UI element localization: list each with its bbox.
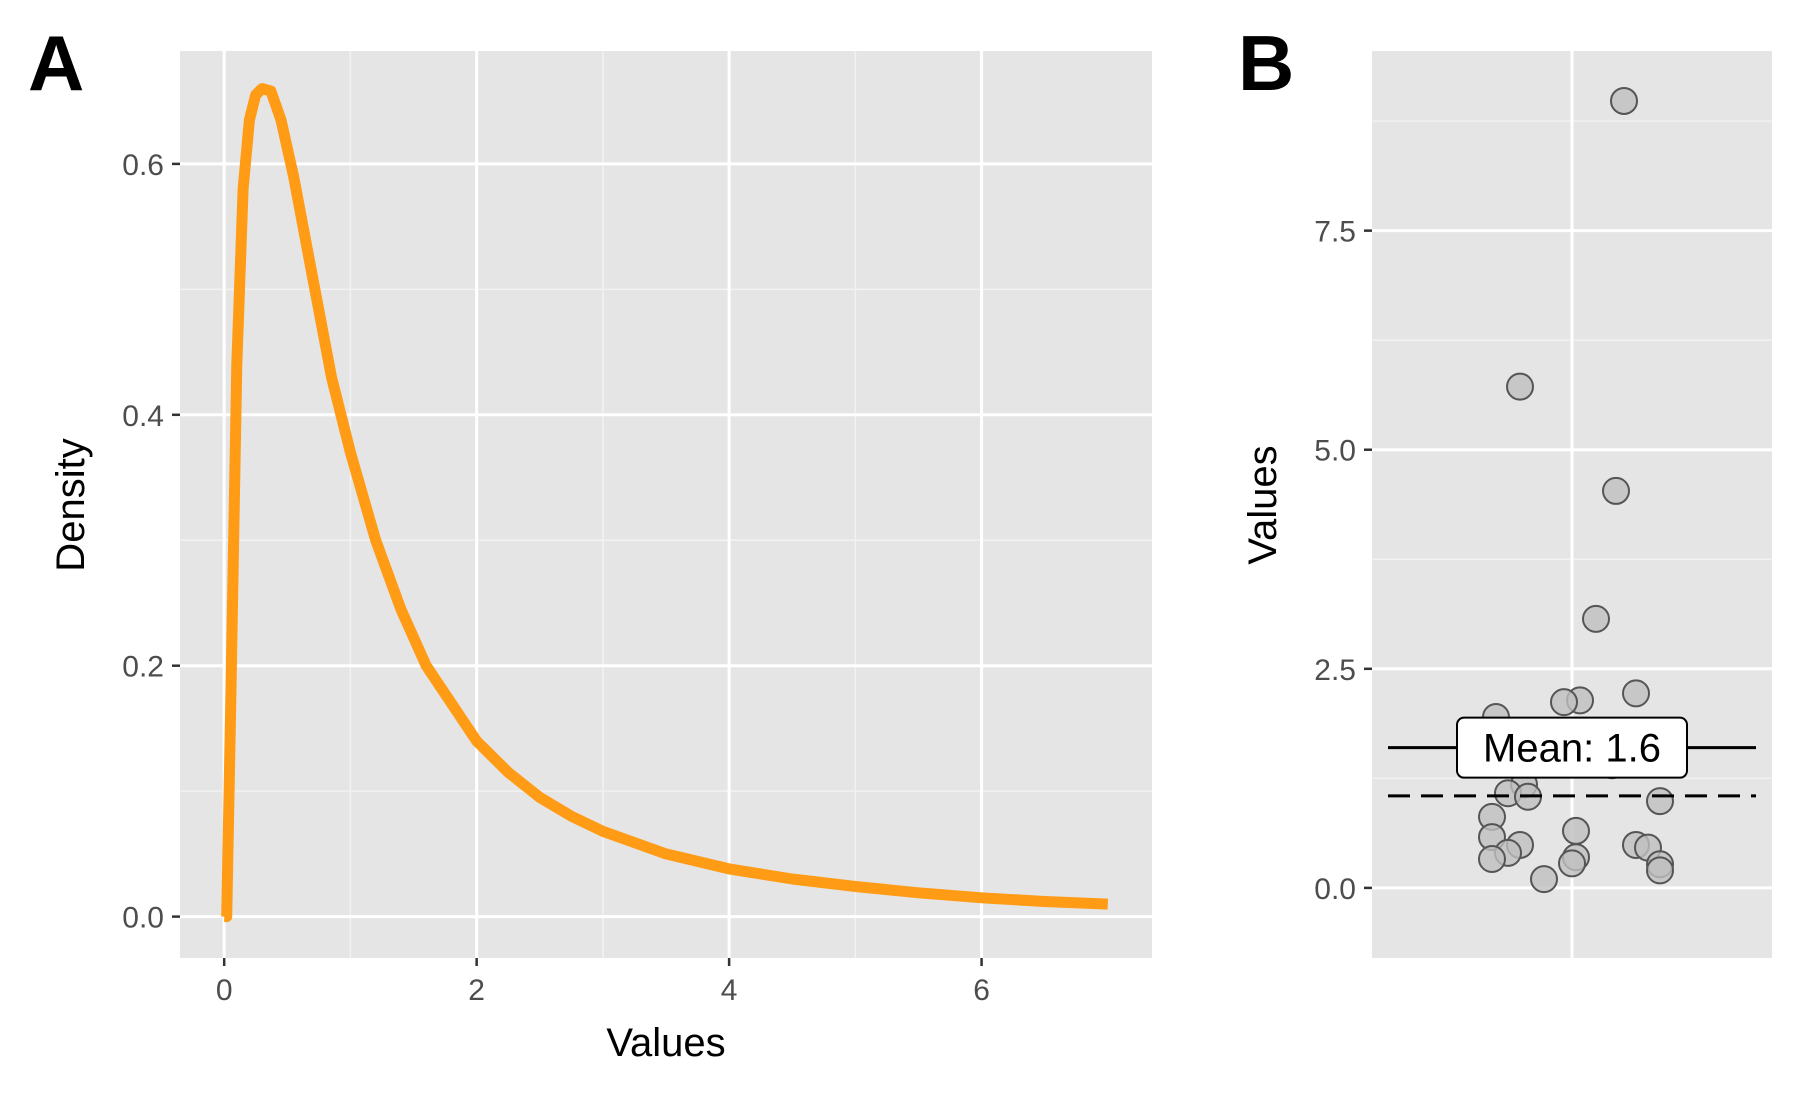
panel-a-x-tick-label: 0 [216, 974, 233, 1007]
panel-a-density-curve-group [221, 83, 1109, 923]
panel-b-point [1610, 86, 1638, 115]
panel-b-axis-ticks: 0.0 2.5 5.0 7.5 [1314, 216, 1372, 906]
panel-b-label: B [1238, 19, 1294, 107]
panel-a-axis-ticks: 0 2 4 6 0.0 0.2 0.4 0.6 [122, 149, 990, 1007]
panel-b-y-tick-label: 0.0 [1314, 873, 1356, 906]
panel-a-density-curve [221, 83, 1109, 923]
panel-b-point [1646, 856, 1674, 885]
panel-b-point [1622, 679, 1650, 708]
panel-a-plot-background [180, 51, 1152, 958]
panel-a-y-tick-label: 0.0 [122, 902, 164, 935]
panel-b-y-tick-label: 5.0 [1314, 435, 1356, 468]
panel-a-y-tick-label: 0.2 [122, 651, 164, 684]
panel-b-point [1558, 849, 1586, 878]
panel-b-point [1550, 688, 1578, 717]
panel-b-point [1646, 787, 1674, 816]
panel-a-x-tick-label: 2 [468, 974, 485, 1007]
panel-b-point [1530, 865, 1558, 894]
panel-b-point [1562, 816, 1590, 845]
panel-b-point [1478, 844, 1506, 873]
panel-a-x-tick-label: 6 [973, 974, 990, 1007]
panel-a: A 0 2 4 6 0.0 0.2 0.4 0.6 Values Density [28, 19, 1152, 1065]
panel-a-x-axis-title: Values [606, 1021, 725, 1065]
panel-b-summary-lines: Mean: 1.6 [1388, 716, 1756, 798]
panel-b-points-group [1478, 86, 1674, 894]
panel-b-point [1582, 604, 1610, 633]
panel-b-y-tick-label: 2.5 [1314, 654, 1356, 687]
panel-b-y-axis-title: Values [1241, 445, 1285, 564]
panel-b: B 0.0 2.5 5.0 7.5 Mean: 1.6 Values [1238, 19, 1772, 958]
panel-b-mean-label: Mean: 1.6 [1483, 727, 1661, 771]
panel-b-gridlines [1372, 51, 1772, 958]
panel-a-y-tick-label: 0.4 [122, 400, 164, 433]
panel-a-label: A [28, 19, 84, 107]
panel-b-point [1506, 372, 1534, 401]
panel-a-x-tick-label: 4 [721, 974, 738, 1007]
panel-b-mean-label-box [1456, 716, 1688, 779]
panel-b-y-tick-label: 7.5 [1314, 216, 1356, 249]
panel-a-gridlines [180, 51, 1152, 958]
panel-b-point [1602, 476, 1630, 505]
panel-a-y-tick-label: 0.6 [122, 149, 164, 182]
panel-a-y-axis-title: Density [49, 438, 93, 571]
